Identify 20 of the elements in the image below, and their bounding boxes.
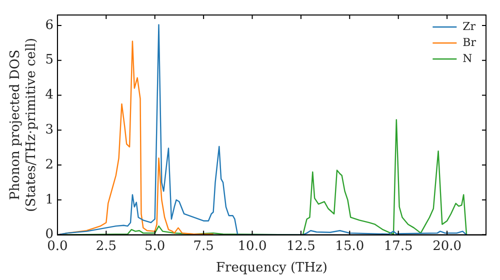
x-tick-label: 17.5 — [384, 238, 413, 254]
x-tick-label: 0.0 — [47, 238, 68, 254]
legend-label: N — [462, 52, 473, 65]
y-tick-label: 4 — [45, 88, 54, 103]
x-tick-label: 10.0 — [238, 238, 267, 254]
y-axis-title: Phonon projected DOS (States/THz·primitive cell) — [8, 38, 39, 212]
y-tick-label: 2 — [45, 157, 54, 172]
legend-label: Br — [462, 36, 477, 49]
x-axis-title: Frequency (THz) — [216, 260, 328, 276]
y-tick-label: 3 — [45, 122, 54, 138]
x-tick-label: 5.0 — [144, 238, 166, 254]
y-tick-label: 1 — [45, 192, 54, 208]
y-tick-label: 5 — [45, 52, 54, 68]
legend-label: Zr — [462, 20, 476, 33]
x-tick-label: 2.5 — [96, 238, 117, 254]
x-tick-label: 7.5 — [193, 238, 214, 254]
x-tick-label: 15.0 — [335, 238, 364, 254]
x-tick-label: 12.5 — [286, 238, 316, 254]
y-tick-label: 6 — [45, 18, 54, 33]
x-tick-label: 20.0 — [432, 238, 462, 254]
